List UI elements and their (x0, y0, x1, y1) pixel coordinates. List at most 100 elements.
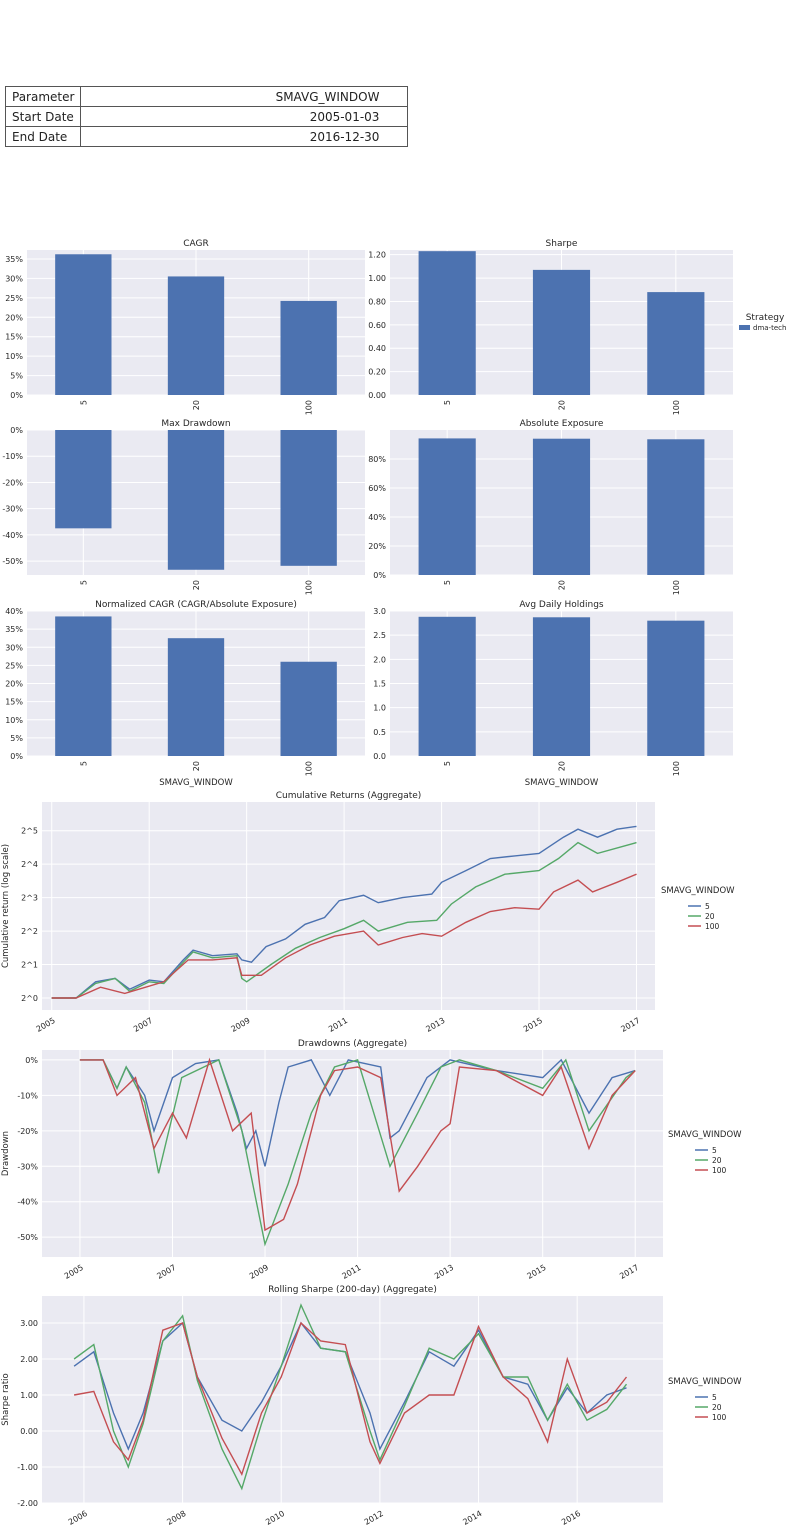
legend-title: SMAVG_WINDOW (668, 1377, 742, 1387)
chart-title: CAGR (183, 239, 209, 249)
x-tick-label: 2011 (327, 1016, 349, 1034)
legend-label: 20 (705, 912, 715, 921)
y-tick-label: 3.00 (20, 1319, 38, 1328)
chart-title: Cumulative Returns (Aggregate) (276, 791, 422, 801)
y-tick-label: 25% (5, 294, 23, 303)
y-tick-label: 10% (5, 716, 23, 725)
bar (532, 617, 591, 756)
parameters-table: Parameter SMAVG_WINDOW Start Date 2005-01-… (4, 86, 409, 147)
y-tick-label: -20% (17, 1127, 38, 1136)
y-tick-label: -20% (2, 478, 23, 487)
y-tick-label: 2^5 (21, 827, 38, 836)
x-tick-label: 5 (443, 761, 452, 766)
legend-label: 5 (712, 1146, 717, 1155)
x-axis-label: SMAVG_WINDOW (159, 778, 233, 788)
x-tick-label: 2017 (618, 1263, 640, 1281)
x-tick-label: 20 (558, 580, 567, 590)
bar-panel: 0% 5% 10% 15% 20% 25% 30% 35% 5 20 100 CAGR (5, 239, 365, 415)
x-tick-label: 2015 (522, 1016, 544, 1034)
x-tick-label: 2013 (433, 1263, 455, 1281)
x-tick-label: 5 (79, 580, 88, 585)
y-axis-label: Sharpe ratio (1, 1373, 11, 1425)
bar-panel: 0% -10% -20% -30% -40% -50% 5 20 100 Max Drawdown (2, 419, 365, 595)
y-tick-label: -30% (2, 505, 23, 514)
x-tick-label: 5 (443, 400, 452, 405)
y-tick-label: 30% (5, 643, 23, 652)
legend-title: SMAVG_WINDOW (668, 1130, 742, 1140)
y-tick-label: 2.5 (373, 631, 386, 640)
bar (167, 430, 225, 570)
bar (280, 661, 337, 756)
y-tick-label: 0.00 (20, 1427, 38, 1436)
y-tick-label: 2^1 (21, 961, 38, 970)
chart-title: Max Drawdown (161, 419, 230, 429)
y-tick-label: 40% (368, 513, 386, 522)
y-tick-label: 40% (5, 607, 23, 616)
y-tick-label: 0.40 (368, 344, 386, 353)
y-tick-label: 20% (5, 680, 23, 689)
series-line (79, 1058, 636, 1167)
y-tick-label: -40% (17, 1198, 38, 1207)
table-row: End Date 2016-12-30 (4, 126, 409, 147)
y-tick-label: 2^3 (21, 894, 38, 903)
chart-title: Drawdowns (Aggregate) (298, 1039, 407, 1049)
chart-title: Rolling Sharpe (200-day) (Aggregate) (268, 1285, 437, 1295)
line-panel: -2.00 -1.00 0.00 1.00 2.00 3.00 2006 2008 2010 20… (1, 1285, 742, 1527)
y-tick-label: 0.20 (368, 368, 386, 377)
y-tick-label: 20% (5, 313, 23, 322)
bar (280, 430, 337, 566)
legend-label: 5 (705, 902, 710, 911)
bar (532, 269, 591, 395)
x-tick-label: 2015 (526, 1263, 548, 1281)
y-tick-label: 10% (5, 352, 23, 361)
legend-label: 20 (712, 1156, 722, 1165)
line-panel: 0% -10% -20% -30% -40% -50% 2005 2007 2009 2011 20… (1, 1039, 742, 1281)
x-tick-label: 20 (192, 400, 201, 410)
line-panel: 2^0 2^1 2^2 2^3 2^4 2^5 2005 2007 2009 2011 2013 20… (1, 791, 735, 1034)
y-tick-label: 1.5 (373, 680, 386, 689)
chart-title: Normalized CAGR (CAGR/Absolute Exposure) (95, 600, 297, 610)
y-tick-label: 35% (5, 625, 23, 634)
bar (418, 438, 476, 575)
y-tick-label: 5% (10, 734, 23, 743)
y-tick-label: 35% (5, 255, 23, 264)
y-tick-label: 2.0 (373, 655, 386, 664)
y-tick-label: 2^4 (21, 860, 38, 869)
y-tick-label: -10% (2, 452, 23, 461)
bar (647, 292, 705, 395)
y-tick-label: 2.00 (20, 1355, 38, 1364)
series-line (51, 873, 637, 999)
bar-panel: 0% 20% 40% 60% 80% 5 20 100 Absolute Exposure (368, 419, 733, 595)
param-value: 2016-12-30 (80, 126, 409, 147)
x-tick-label: 20 (192, 580, 201, 590)
y-tick-label: 1.20 (368, 251, 386, 260)
param-key: End Date (4, 126, 82, 147)
y-tick-label: 0% (10, 391, 23, 400)
x-tick-label: 100 (672, 580, 681, 595)
y-tick-label: -2.00 (17, 1499, 38, 1508)
legend-title: Strategy (746, 313, 785, 323)
series-line (73, 1303, 628, 1491)
x-tick-label: 2016 (560, 1509, 582, 1527)
y-tick-label: 0.00 (368, 391, 386, 400)
plot-area (42, 1050, 663, 1257)
plot-area (42, 1296, 663, 1503)
chart-title: Sharpe (546, 239, 578, 249)
series-line (51, 825, 637, 999)
y-tick-label: 60% (368, 484, 386, 493)
plot-area (42, 802, 655, 1010)
y-tick-label: 30% (5, 274, 23, 283)
bar-panel: 0.0 0.5 1.0 1.5 2.0 2.5 3.0 5 20 100 Avg Daily Hol… (373, 600, 733, 788)
y-tick-label: 0% (373, 571, 386, 580)
bar (55, 430, 112, 529)
x-tick-label: 2007 (132, 1016, 154, 1034)
chart-title: Avg Daily Holdings (519, 600, 604, 610)
x-tick-label: 2006 (67, 1509, 89, 1527)
y-tick-label: 0.80 (368, 297, 386, 306)
x-tick-label: 100 (305, 761, 314, 776)
x-tick-label: 2013 (424, 1016, 446, 1034)
y-tick-label: -50% (2, 557, 23, 566)
chart-title: Absolute Exposure (520, 419, 604, 429)
y-axis-label: Cumulative return (log scale) (1, 844, 11, 968)
